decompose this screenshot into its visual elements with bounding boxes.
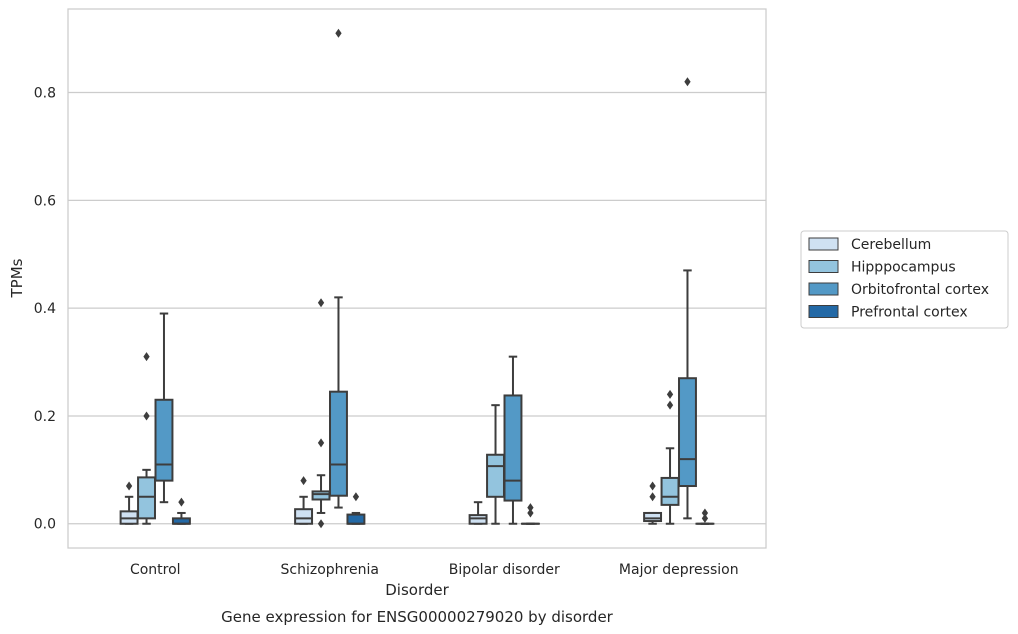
outlier-point <box>666 400 674 410</box>
outlier-point <box>649 492 656 502</box>
box-hipppocampus <box>660 389 680 525</box>
box-iqr <box>486 453 505 498</box>
box-hipppocampus <box>137 352 156 525</box>
legend: Cerebellum Hipppocampus Orbitofrontal cort… <box>800 230 1009 329</box>
legend-swatch <box>808 305 839 318</box>
box-iqr <box>294 508 314 525</box>
outlier-point <box>527 508 534 518</box>
outlier-point <box>300 476 307 486</box>
box-prefrontal-cortex <box>520 503 540 525</box>
box-iqr <box>660 476 680 506</box>
legend-label: Orbitofrontal cortex <box>851 282 989 298</box>
outlier-point <box>684 77 691 87</box>
legend-label: Hipppocampus <box>851 260 956 276</box>
outlier-point <box>317 519 325 529</box>
outlier-point <box>527 503 534 513</box>
outlier-point <box>701 513 709 523</box>
outlier-point <box>317 438 325 448</box>
box-iqr <box>643 511 663 523</box>
outlier-point <box>335 28 342 38</box>
x-tick-label: Control <box>130 562 181 578</box>
box-orbitofrontal-cortex <box>154 312 174 504</box>
box-cerebellum <box>294 476 314 525</box>
plot-frame <box>67 8 767 549</box>
y-axis-label: TPMs <box>8 258 26 298</box>
outlier-point <box>143 352 150 362</box>
x-tick-label: Schizophrenia <box>281 562 379 578</box>
box-iqr <box>137 476 156 520</box>
box-iqr <box>503 394 523 502</box>
box-layer <box>119 28 715 529</box>
y-tick-label: 0.6 <box>34 193 56 209</box>
box-iqr <box>468 514 488 525</box>
y-tick-label: 0.0 <box>34 517 56 533</box>
box-cerebellum <box>468 501 488 525</box>
box-hipppocampus <box>486 404 505 525</box>
box-orbitofrontal-cortex <box>329 28 348 509</box>
y-tick-labels: 0.0 0.2 0.4 0.6 0.8 <box>34 86 56 533</box>
legend-label: Cerebellum <box>851 237 931 253</box>
box-iqr <box>346 513 366 525</box>
outlier-point <box>666 389 674 399</box>
box-prefrontal-cortex <box>695 508 715 525</box>
x-tick-labels: Control Schizophrenia Bipolar disorder Majo… <box>130 562 739 578</box>
x-tick-label: Bipolar disorder <box>449 562 560 578</box>
x-tick-label: Major depression <box>619 562 739 578</box>
legend-label: Prefrontal cortex <box>851 305 968 321</box>
x-axis-label: Disorder <box>385 581 449 599</box>
box-iqr <box>329 390 348 497</box>
y-tick-label: 0.8 <box>34 86 56 102</box>
outlier-point <box>701 508 709 518</box>
box-cerebellum <box>119 481 139 525</box>
box-hipppocampus <box>311 298 331 529</box>
box-orbitofrontal-cortex <box>503 355 523 525</box>
box-orbitofrontal-cortex <box>678 77 697 520</box>
legend-swatch <box>808 237 839 251</box>
outlier-point <box>649 481 656 491</box>
legend-swatch <box>808 260 839 273</box>
outlier-point <box>178 497 185 507</box>
y-tick-label: 0.4 <box>34 301 56 317</box>
legend-swatch <box>808 282 839 296</box>
outlier-point <box>317 298 325 308</box>
outlier-point <box>125 481 133 491</box>
box-cerebellum <box>643 481 663 525</box>
outlier-point <box>143 411 150 421</box>
box-iqr <box>311 490 331 501</box>
box-prefrontal-cortex <box>171 497 191 525</box>
legend-frame <box>800 230 1009 329</box>
y-tick-label: 0.2 <box>34 409 56 425</box>
chart-caption: Gene expression for ENSG00000279020 by d… <box>221 608 614 626</box>
outlier-point <box>352 492 360 502</box>
box-prefrontal-cortex <box>346 492 366 525</box>
box-iqr <box>678 377 697 488</box>
box-iqr <box>154 398 174 482</box>
